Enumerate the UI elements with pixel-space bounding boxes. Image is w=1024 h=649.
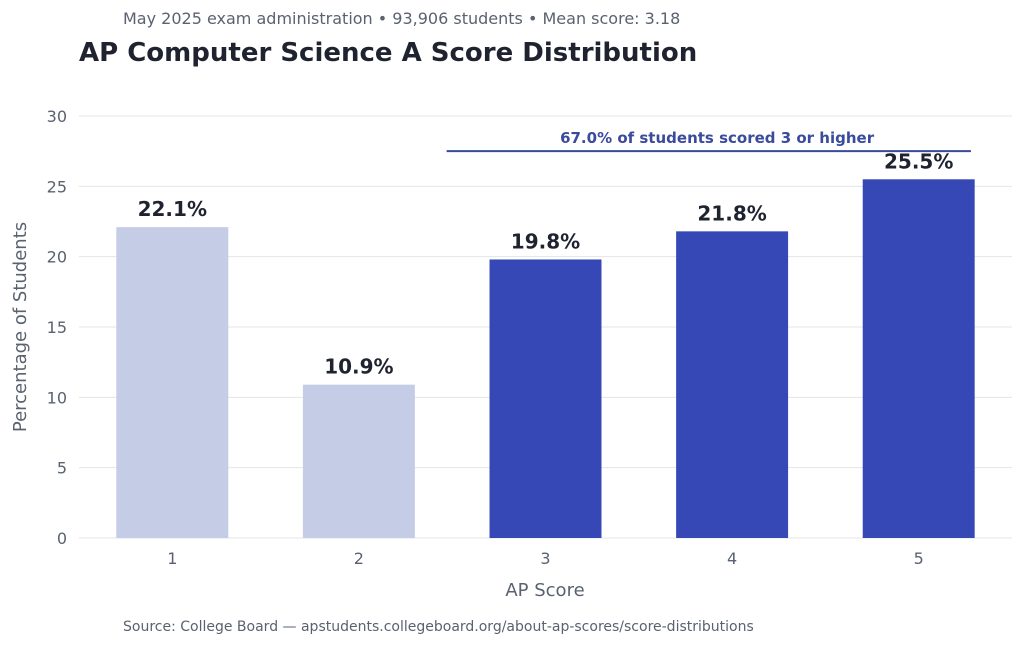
y-tick-label: 5 (57, 459, 67, 478)
x-tick-label: 5 (914, 549, 924, 568)
axis-layer: 0 5 10 15 20 25 30 1 2 3 4 5 (47, 107, 924, 568)
x-tick-label: 4 (727, 549, 737, 568)
x-axis-label: AP Score (505, 580, 584, 601)
y-tick-label: 0 (57, 529, 67, 548)
bar-score-4 (676, 231, 789, 538)
y-tick-label: 10 (47, 388, 67, 407)
x-tick-label: 3 (540, 549, 550, 568)
source-note: Source: College Board — apstudents.colle… (123, 619, 754, 635)
bar-value-label: 25.5% (884, 149, 953, 173)
y-tick-label: 25 (47, 177, 67, 196)
y-tick-label: 20 (47, 248, 67, 267)
bar-score-1 (116, 227, 229, 539)
chart-title: AP Computer Science A Score Distribution (79, 38, 697, 68)
x-tick-label: 2 (354, 549, 364, 568)
bar-value-label: 21.8% (697, 201, 766, 225)
y-tick-label: 30 (47, 107, 67, 126)
annotation-layer: 67.0% of students scored 3 or higher (446, 129, 971, 153)
y-axis-label: Percentage of Students (10, 222, 31, 432)
y-tick-label: 15 (47, 318, 67, 337)
bar-value-label: 10.9% (324, 355, 393, 379)
bar-score-5 (862, 179, 975, 539)
bar-value-label: 19.8% (511, 229, 580, 253)
bar-value-label: 22.1% (138, 197, 207, 221)
bar-score-3 (489, 259, 602, 538)
chart-subtitle: May 2025 exam administration • 93,906 st… (123, 9, 680, 28)
annotation-text: 67.0% of students scored 3 or higher (560, 129, 875, 147)
bar-score-2 (302, 384, 415, 538)
bar-layer: 22.1% 10.9% 19.8% 21.8% 25.5% (116, 149, 975, 539)
x-tick-label: 1 (167, 549, 177, 568)
